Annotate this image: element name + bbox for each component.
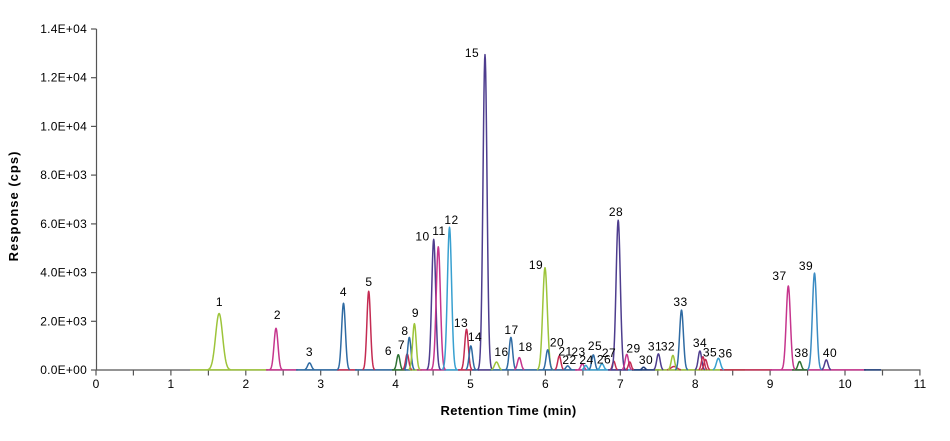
svg-text:29: 29 bbox=[626, 342, 640, 356]
svg-text:6: 6 bbox=[542, 377, 549, 391]
svg-text:37: 37 bbox=[772, 269, 786, 283]
svg-text:34: 34 bbox=[693, 336, 707, 350]
svg-text:3: 3 bbox=[306, 345, 313, 359]
svg-text:2: 2 bbox=[242, 377, 249, 391]
svg-text:8: 8 bbox=[692, 377, 699, 391]
svg-text:7: 7 bbox=[398, 338, 405, 352]
svg-text:10: 10 bbox=[838, 377, 852, 391]
svg-text:30: 30 bbox=[639, 353, 653, 367]
svg-text:24: 24 bbox=[579, 353, 593, 367]
svg-text:40: 40 bbox=[823, 346, 837, 360]
svg-text:10: 10 bbox=[415, 230, 429, 244]
svg-text:31: 31 bbox=[648, 340, 662, 354]
svg-text:2: 2 bbox=[274, 308, 281, 322]
svg-text:11: 11 bbox=[432, 224, 445, 238]
svg-text:6: 6 bbox=[385, 344, 392, 358]
svg-text:7: 7 bbox=[617, 377, 624, 391]
svg-text:25: 25 bbox=[588, 339, 602, 353]
svg-text:4.0E+03: 4.0E+03 bbox=[40, 266, 87, 280]
svg-text:38: 38 bbox=[794, 346, 808, 360]
svg-text:36: 36 bbox=[718, 347, 732, 361]
svg-text:5: 5 bbox=[467, 377, 474, 391]
svg-text:1: 1 bbox=[216, 295, 223, 309]
svg-text:2.0E+03: 2.0E+03 bbox=[40, 314, 87, 328]
svg-text:0: 0 bbox=[93, 377, 100, 391]
svg-text:27: 27 bbox=[602, 346, 616, 360]
svg-text:21: 21 bbox=[558, 345, 572, 359]
svg-text:8.0E+03: 8.0E+03 bbox=[40, 168, 87, 182]
svg-text:6.0E+03: 6.0E+03 bbox=[40, 217, 87, 231]
svg-text:15: 15 bbox=[465, 46, 479, 60]
svg-text:13: 13 bbox=[454, 316, 468, 330]
svg-text:9: 9 bbox=[767, 377, 774, 391]
svg-text:35: 35 bbox=[703, 346, 717, 360]
svg-text:26: 26 bbox=[597, 353, 611, 367]
svg-text:32: 32 bbox=[661, 340, 675, 354]
svg-text:Retention Time (min): Retention Time (min) bbox=[440, 403, 576, 418]
svg-text:17: 17 bbox=[504, 323, 518, 337]
svg-text:1.4E+04: 1.4E+04 bbox=[40, 22, 87, 36]
svg-text:3: 3 bbox=[317, 377, 324, 391]
svg-text:18: 18 bbox=[518, 340, 532, 354]
svg-text:1: 1 bbox=[168, 377, 175, 391]
svg-text:23: 23 bbox=[571, 345, 585, 359]
svg-text:12: 12 bbox=[444, 213, 458, 227]
svg-text:4: 4 bbox=[340, 285, 347, 299]
svg-text:14: 14 bbox=[468, 330, 482, 344]
svg-text:20: 20 bbox=[550, 336, 564, 350]
svg-text:4: 4 bbox=[392, 377, 399, 391]
svg-text:16: 16 bbox=[494, 345, 508, 359]
svg-text:8: 8 bbox=[401, 324, 408, 338]
svg-text:Response (cps): Response (cps) bbox=[6, 151, 21, 262]
svg-text:9: 9 bbox=[412, 306, 419, 320]
svg-text:19: 19 bbox=[529, 258, 543, 272]
svg-text:5: 5 bbox=[365, 275, 372, 289]
svg-text:33: 33 bbox=[673, 295, 687, 309]
svg-text:11: 11 bbox=[914, 377, 927, 391]
svg-text:1.2E+04: 1.2E+04 bbox=[40, 71, 87, 85]
svg-text:1.0E+04: 1.0E+04 bbox=[40, 119, 87, 133]
svg-text:22: 22 bbox=[562, 353, 576, 367]
svg-text:39: 39 bbox=[799, 259, 813, 273]
svg-text:0.0E+00: 0.0E+00 bbox=[40, 363, 87, 377]
svg-text:28: 28 bbox=[609, 205, 623, 219]
